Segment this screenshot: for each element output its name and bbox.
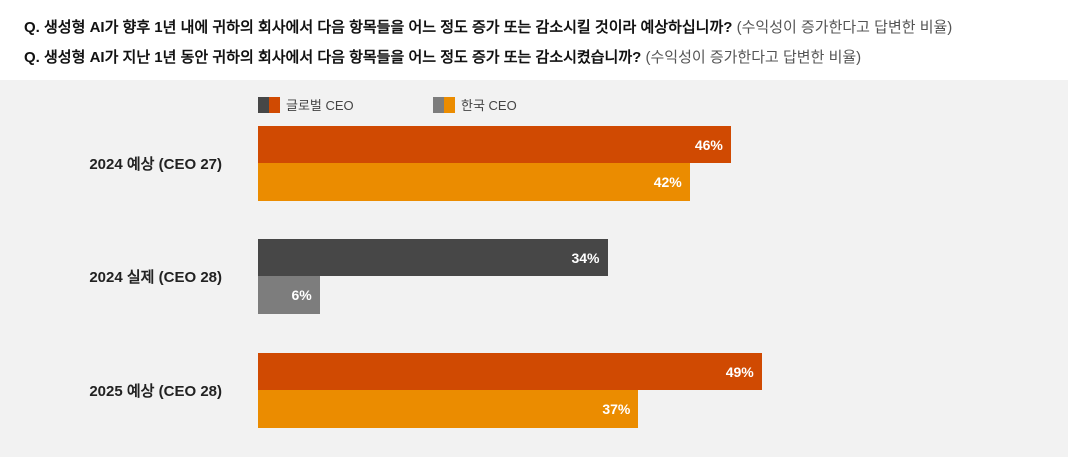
bar [258,353,762,390]
category-label: 2024 실제 (CEO 28) [89,269,222,286]
legend-global: 글로벌 CEO [258,95,354,114]
data-label: 46% [694,137,723,153]
category-label: 2024 예상 (CEO 27) [89,156,222,173]
bar [258,239,608,276]
data-label: 49% [725,364,754,380]
legend-korea: 한국 CEO [433,95,517,114]
question-1: Q. 생성형 AI가 향후 1년 내에 귀하의 회사에서 다음 항목들을 어느 … [24,19,953,36]
data-label: 37% [602,401,631,417]
bar [258,276,320,314]
bar [258,126,731,163]
question-2: Q. 생성형 AI가 지난 1년 동안 귀하의 회사에서 다음 항목들을 어느 … [24,49,862,66]
bar [258,390,639,428]
bar [258,163,690,201]
data-label: 6% [291,287,312,303]
data-label: 34% [571,250,600,266]
data-label: 42% [653,174,682,190]
category-label: 2025 예상 (CEO 28) [89,383,222,400]
